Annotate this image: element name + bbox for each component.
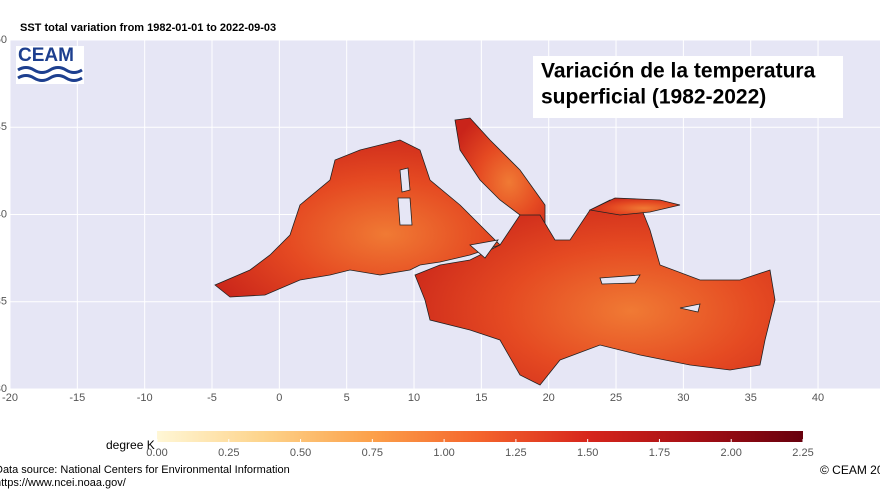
title: SST total variation from 1982-01-01 to 2… [20, 22, 276, 34]
colorbar-tick-label: 0.00 [146, 447, 167, 459]
y-tick-label: 30 [0, 383, 7, 395]
overlay-box [533, 56, 843, 118]
y-tick-label: 35 [0, 296, 7, 308]
colorbar-tick-label: 2.00 [721, 447, 742, 459]
x-tick-label: 0 [276, 392, 282, 404]
x-tick-label: 5 [344, 392, 350, 404]
x-tick-label: 25 [610, 392, 622, 404]
x-tick-label: 40 [812, 392, 824, 404]
y-tick-label: 40 [0, 208, 7, 220]
y-tick-label: 45 [0, 121, 7, 133]
x-tick-label: -10 [137, 392, 153, 404]
colorbar-tick-label: 0.25 [218, 447, 239, 459]
overlay-line: superficial (1982-2022) [541, 86, 766, 109]
x-tick-label: 35 [745, 392, 757, 404]
colorbar-tick-label: 1.25 [505, 447, 526, 459]
logo: CEAM [18, 45, 74, 66]
x-tick-label: -5 [207, 392, 217, 404]
colorbar-tick-label: 1.00 [433, 447, 454, 459]
colorbar-tick-label: 0.75 [362, 447, 383, 459]
url: https://www.ncei.noaa.gov/ [0, 477, 127, 489]
colorbar-tick-label: 1.50 [577, 447, 598, 459]
x-tick-label: -20 [2, 392, 18, 404]
colorbar-tick-label: 2.25 [792, 447, 813, 459]
copyright: © CEAM 20 [820, 463, 880, 477]
logo-waves [17, 66, 83, 82]
x-tick-label: 10 [408, 392, 420, 404]
overlay-line: Variación de la temperatura [541, 60, 816, 83]
x-tick-label: 15 [475, 392, 487, 404]
x-tick-label: 20 [543, 392, 555, 404]
y-tick-label: 50 [0, 34, 7, 46]
colorbar-label: degree K [106, 438, 155, 452]
colorbar-tick-label: 1.75 [649, 447, 670, 459]
islands [397, 167, 701, 313]
sea [214, 117, 776, 386]
colorbar-tick-label: 0.50 [290, 447, 311, 459]
x-tick-label: -15 [69, 392, 85, 404]
x-tick-label: 30 [677, 392, 689, 404]
source: Data source: National Centers for Enviro… [0, 464, 290, 476]
colorbar [157, 431, 803, 442]
